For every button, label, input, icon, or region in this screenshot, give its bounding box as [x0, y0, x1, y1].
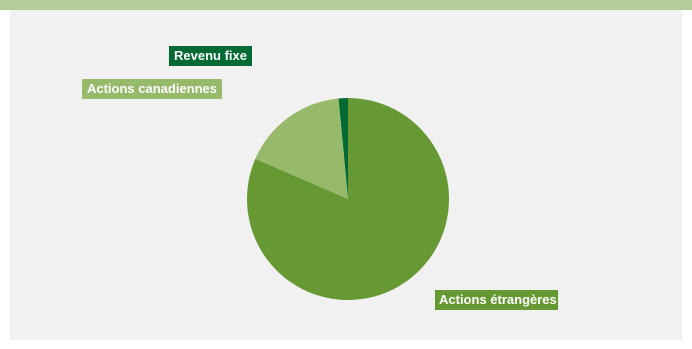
pie-slices	[247, 97, 450, 300]
top-band	[0, 0, 692, 10]
pie-slice-revenu-fixe	[338, 98, 348, 199]
pie-slice-actions-etrangeres	[247, 97, 450, 300]
label-actions-etrangeres: Actions étrangères	[435, 290, 558, 310]
label-actions-canadiennes: Actions canadiennes	[82, 79, 222, 99]
label-revenu-fixe: Revenu fixe	[169, 46, 252, 66]
pie-slice-actions-canadiennes	[255, 98, 348, 199]
